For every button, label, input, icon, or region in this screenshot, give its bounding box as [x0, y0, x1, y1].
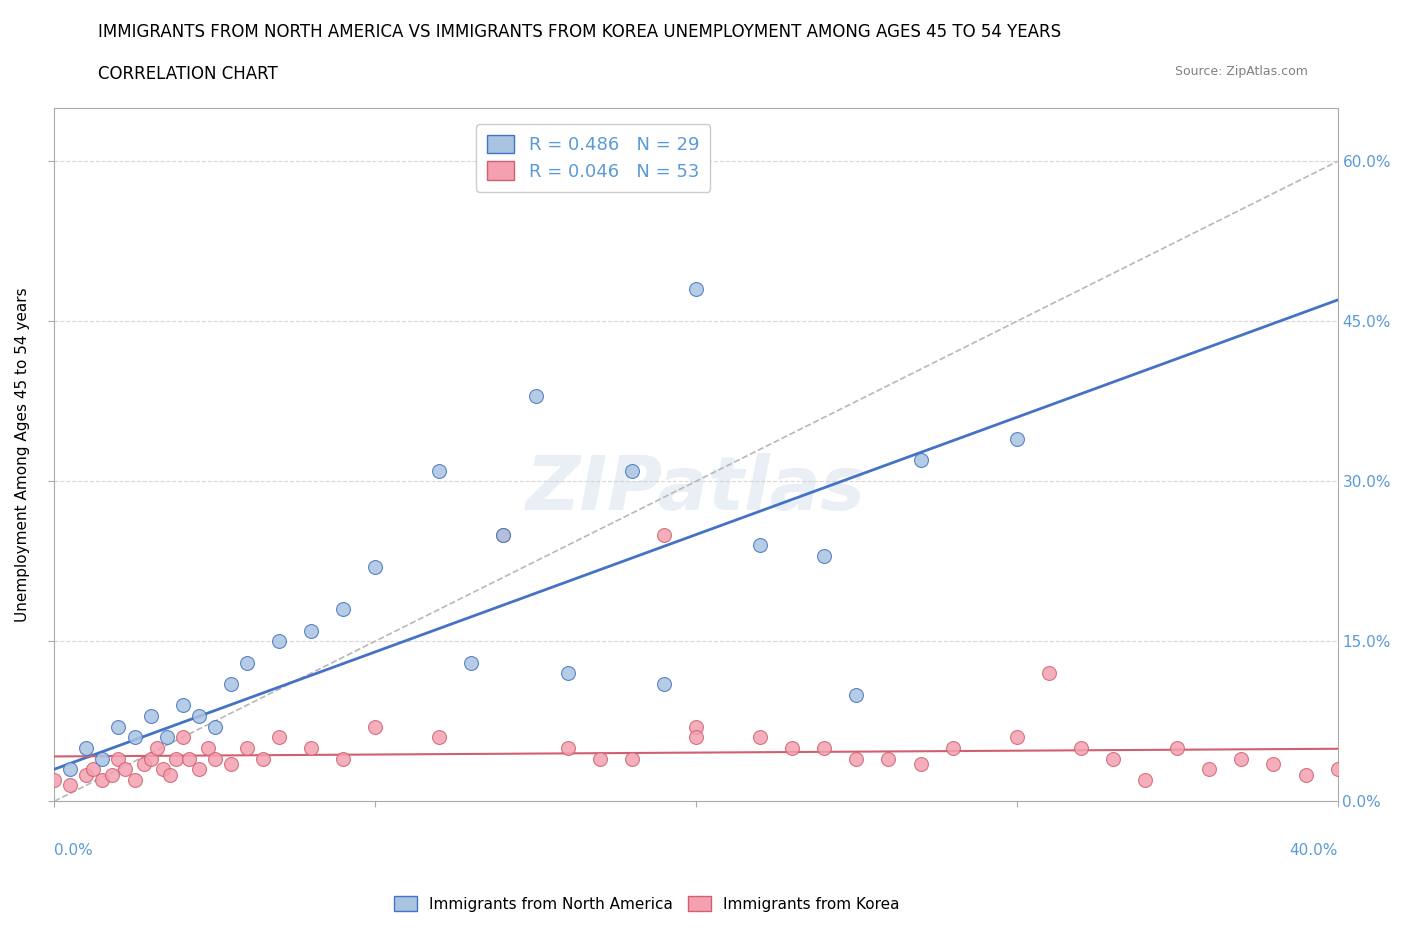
Point — [780, 740, 803, 755]
Point — [620, 463, 643, 478]
Point — [1005, 432, 1028, 446]
Point — [749, 730, 772, 745]
Point — [252, 751, 274, 766]
Point — [942, 740, 965, 755]
Point — [813, 740, 835, 755]
Point — [124, 773, 146, 788]
Point — [460, 655, 482, 670]
Point — [219, 676, 242, 691]
Point — [299, 740, 322, 755]
Point — [749, 538, 772, 552]
Point — [685, 282, 707, 297]
Point — [236, 740, 259, 755]
Point — [107, 751, 129, 766]
Point — [1005, 730, 1028, 745]
Point — [492, 527, 515, 542]
Point — [557, 740, 579, 755]
Point — [1038, 666, 1060, 681]
Point — [177, 751, 200, 766]
Point — [845, 687, 868, 702]
Point — [492, 527, 515, 542]
Point — [59, 777, 82, 792]
Point — [187, 709, 209, 724]
Point — [82, 762, 104, 777]
Point — [75, 740, 97, 755]
Y-axis label: Unemployment Among Ages 45 to 54 years: Unemployment Among Ages 45 to 54 years — [15, 287, 30, 622]
Point — [152, 762, 174, 777]
Text: CORRELATION CHART: CORRELATION CHART — [98, 65, 278, 83]
Point — [557, 666, 579, 681]
Point — [172, 698, 194, 712]
Point — [124, 730, 146, 745]
Point — [427, 730, 450, 745]
Point — [332, 602, 354, 617]
Point — [910, 453, 932, 468]
Point — [1230, 751, 1253, 766]
Point — [685, 719, 707, 734]
Point — [524, 389, 547, 404]
Point — [146, 740, 169, 755]
Point — [877, 751, 900, 766]
Point — [299, 623, 322, 638]
Point — [219, 756, 242, 771]
Point — [652, 676, 675, 691]
Point — [1133, 773, 1156, 788]
Point — [427, 463, 450, 478]
Point — [685, 730, 707, 745]
Point — [187, 762, 209, 777]
Point — [620, 751, 643, 766]
Text: Source: ZipAtlas.com: Source: ZipAtlas.com — [1174, 65, 1308, 78]
Point — [652, 527, 675, 542]
Text: IMMIGRANTS FROM NORTH AMERICA VS IMMIGRANTS FROM KOREA UNEMPLOYMENT AMONG AGES 4: IMMIGRANTS FROM NORTH AMERICA VS IMMIGRA… — [98, 23, 1062, 41]
Point — [172, 730, 194, 745]
Text: 40.0%: 40.0% — [1289, 843, 1337, 857]
Point — [165, 751, 187, 766]
Text: 0.0%: 0.0% — [55, 843, 93, 857]
Point — [589, 751, 612, 766]
Point — [1326, 762, 1348, 777]
Point — [204, 719, 226, 734]
Point — [44, 773, 66, 788]
Point — [267, 730, 290, 745]
Point — [332, 751, 354, 766]
Point — [204, 751, 226, 766]
Point — [107, 719, 129, 734]
Point — [910, 756, 932, 771]
Point — [1102, 751, 1125, 766]
Point — [1295, 767, 1317, 782]
Point — [197, 740, 219, 755]
Point — [364, 559, 387, 574]
Point — [139, 709, 162, 724]
Point — [813, 549, 835, 564]
Point — [114, 762, 136, 777]
Point — [91, 751, 114, 766]
Point — [139, 751, 162, 766]
Point — [267, 634, 290, 649]
Point — [1166, 740, 1188, 755]
Point — [59, 762, 82, 777]
Legend: Immigrants from North America, Immigrants from Korea: Immigrants from North America, Immigrant… — [388, 889, 905, 918]
Legend: R = 0.486   N = 29, R = 0.046   N = 53: R = 0.486 N = 29, R = 0.046 N = 53 — [477, 124, 710, 192]
Point — [101, 767, 124, 782]
Point — [75, 767, 97, 782]
Point — [845, 751, 868, 766]
Point — [155, 730, 177, 745]
Point — [159, 767, 181, 782]
Point — [1070, 740, 1092, 755]
Point — [91, 773, 114, 788]
Point — [236, 655, 259, 670]
Point — [1263, 756, 1285, 771]
Point — [1198, 762, 1220, 777]
Text: ZIPatlas: ZIPatlas — [526, 453, 866, 525]
Point — [134, 756, 156, 771]
Point — [364, 719, 387, 734]
